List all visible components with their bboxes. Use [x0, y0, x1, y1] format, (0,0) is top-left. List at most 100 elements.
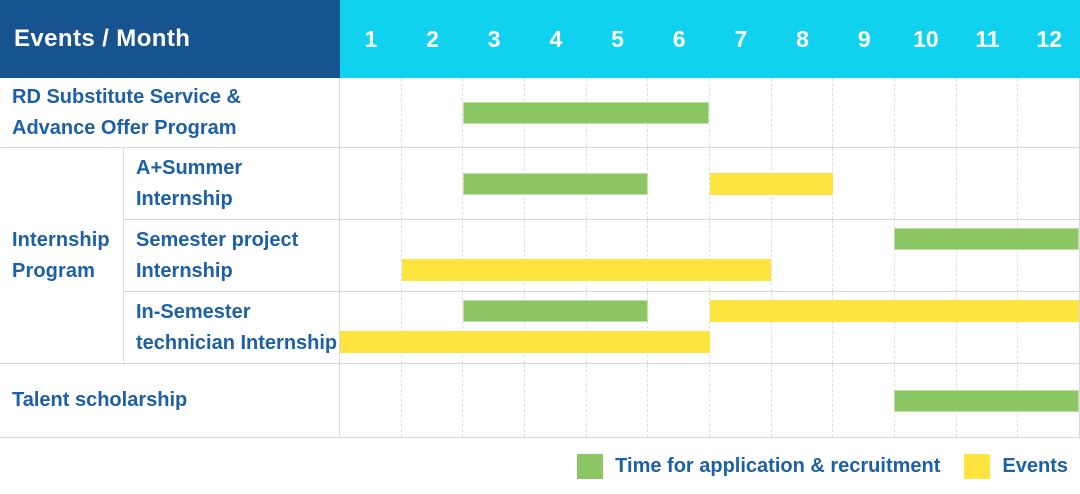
legend-label: Time for application & recruitment: [615, 454, 941, 477]
month-gridline-cell: [648, 220, 711, 291]
month-label-6: 6: [672, 25, 686, 52]
group-label: Internship Program: [0, 148, 124, 364]
row-label: A+Summer Internship: [124, 148, 340, 220]
month-gridline-cell: [463, 220, 526, 291]
month-gridline-cell: [710, 292, 772, 363]
month-gridline-cell: [402, 148, 464, 219]
row-label: Talent scholarship: [0, 364, 340, 438]
legend-swatch-green: [577, 453, 604, 479]
month-label-11: 11: [975, 25, 1000, 52]
legend-label: Events: [1002, 454, 1068, 477]
month-label-8: 8: [796, 25, 809, 52]
month-label-5: 5: [611, 25, 624, 52]
application-period-bar: [894, 389, 1079, 412]
month-gridline-cell: [957, 292, 1019, 363]
month-gridline-cell: [402, 78, 464, 147]
month-gridline-cell: [525, 292, 587, 363]
month-gridline-cell: [340, 364, 402, 437]
month-gridlines: [340, 78, 1079, 147]
schedule-section-0: RD Substitute Service & Advance Offer Pr…: [0, 78, 1080, 148]
chart-row: [340, 292, 1080, 364]
month-label-12: 12: [1036, 25, 1063, 52]
month-gridline-cell: [895, 148, 957, 219]
month-gridline-cell: [895, 220, 957, 291]
month-gridline-cell: [648, 364, 711, 437]
month-gridline-cell: [402, 292, 464, 363]
month-gridline-cell: [772, 220, 834, 291]
legend-item-yellow: Events: [964, 453, 1068, 479]
month-gridline-cell: [587, 220, 649, 291]
month-gridline-cell: [710, 220, 772, 291]
month-gridline-cell: [340, 78, 402, 147]
chart-row: [340, 78, 1080, 148]
month-gridline-cell: [957, 78, 1019, 147]
event-period-bar: [340, 331, 710, 353]
month-gridlines: [340, 220, 1079, 291]
month-label-4: 4: [549, 25, 563, 52]
schedule-body: RD Substitute Service & Advance Offer Pr…: [0, 78, 1080, 438]
month-gridline-cell: [833, 78, 896, 147]
month-header-row: 1 2 3 4 5 6 7 8 9 10 11 12: [340, 0, 1080, 78]
month-gridline-cell: [340, 148, 402, 219]
row-label: Semester project Internship: [124, 220, 340, 292]
month-gridline-cell: [1018, 148, 1079, 219]
month-gridline-cell: [648, 148, 711, 219]
legend: Time for application & recruitment Events: [0, 438, 1080, 494]
month-gridline-cell: [710, 78, 772, 147]
month-label-10: 10: [913, 25, 939, 52]
month-gridline-cell: [833, 292, 896, 363]
application-period-bar: [463, 300, 648, 322]
event-period-bar: [401, 259, 772, 281]
month-gridline-cell: [895, 78, 957, 147]
month-gridline-cell: [833, 220, 896, 291]
month-gridline-cell: [957, 220, 1019, 291]
row-label: RD Substitute Service & Advance Offer Pr…: [0, 78, 340, 148]
month-gridline-cell: [463, 292, 526, 363]
chart-row: [340, 148, 1080, 220]
legend-item-green: Time for application & recruitment: [577, 453, 941, 479]
month-gridline-cell: [587, 364, 649, 437]
month-gridline-cell: [957, 148, 1019, 219]
month-gridline-cell: [587, 292, 649, 363]
application-period-bar: [894, 228, 1079, 250]
schedule-section-1: Internship Program A+Summer Internship Sem…: [0, 148, 1080, 364]
schedule-table: Events / Month 1 2 3 4 5 6 7 8 9 10 11 12 RD Substi…: [0, 0, 1080, 438]
month-gridline-cell: [340, 292, 402, 363]
month-label-9: 9: [857, 25, 871, 52]
month-gridline-cell: [463, 364, 526, 437]
month-label-2: 2: [426, 25, 439, 52]
month-gridline-cell: [402, 220, 464, 291]
legend-swatch-yellow: [964, 453, 991, 479]
month-gridline-cell: [402, 364, 464, 437]
event-period-bar: [709, 300, 1079, 322]
month-label-3: 3: [487, 25, 501, 52]
month-gridline-cell: [1018, 78, 1079, 147]
month-gridline-cell: [648, 292, 711, 363]
application-period-bar: [463, 101, 710, 124]
month-gridline-cell: [710, 364, 772, 437]
events-month-header-cell: Events / Month: [0, 0, 340, 78]
month-gridline-cell: [772, 78, 834, 147]
month-gridline-cell: [895, 292, 957, 363]
month-label-1: 1: [364, 25, 378, 52]
schedule-section-2: Talent scholarship: [0, 364, 1080, 438]
event-period-bar: [709, 172, 833, 195]
month-gridline-cell: [648, 78, 711, 147]
month-gridline-cell: [772, 292, 834, 363]
table-header-row: Events / Month 1 2 3 4 5 6 7 8 9 10 11 12: [0, 0, 1080, 78]
month-gridline-cell: [833, 364, 896, 437]
month-gridline-cell: [525, 364, 587, 437]
chart-row: [340, 220, 1080, 292]
month-gridline-cell: [772, 148, 834, 219]
month-label-7: 7: [734, 25, 748, 52]
month-gridlines: [340, 292, 1079, 363]
month-gridline-cell: [772, 364, 834, 437]
chart-row: [340, 364, 1080, 438]
application-period-bar: [463, 172, 648, 195]
month-gridline-cell: [340, 220, 402, 291]
month-gridline-cell: [525, 220, 587, 291]
page-title: Events / Month: [14, 25, 191, 52]
row-label: In-Semester technician Internship: [124, 292, 340, 364]
month-gridline-cell: [833, 148, 896, 219]
